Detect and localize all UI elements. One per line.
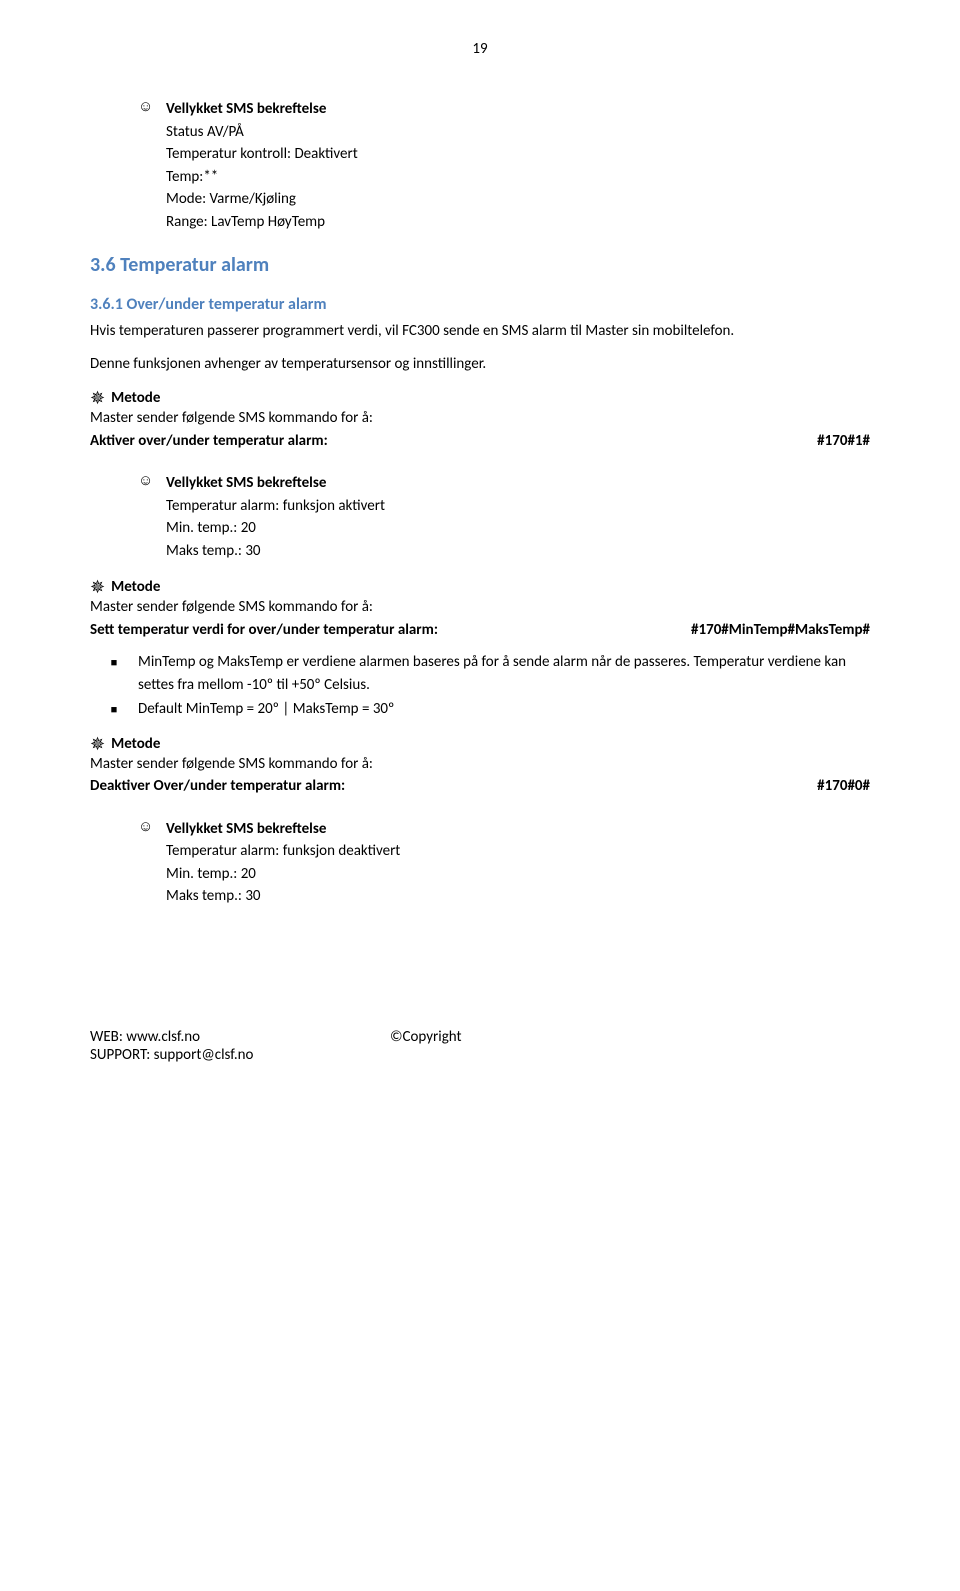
max-temp-line: Maks temp.: 30 xyxy=(166,540,870,563)
bullet-text: Default MinTemp = 20º | MaksTemp = 30º xyxy=(138,698,870,721)
list-item: ■ MinTemp og MaksTemp er verdiene alarme… xyxy=(90,651,870,696)
command-left: Deaktiver Over/under temperatur alarm: xyxy=(90,775,345,798)
confirmation-heading: Vellykket SMS bekreftelse xyxy=(166,98,870,121)
method-icon: ✵ xyxy=(90,578,105,596)
method-subline: Master sender følgende SMS kommando for … xyxy=(90,753,870,776)
method-block-2: ✵ Metode Master sender følgende SMS komm… xyxy=(90,578,870,641)
confirmation-heading: Vellykket SMS bekreftelse xyxy=(166,818,870,841)
sms-confirmation-block-3: ☺ Vellykket SMS bekreftelse Temperatur a… xyxy=(90,818,870,908)
method-subline: Master sender følgende SMS kommando for … xyxy=(90,596,870,619)
alarm-deactivated-line: Temperatur alarm: funksjon deaktivert xyxy=(166,840,870,863)
footer-copyright: ©Copyright xyxy=(390,1028,870,1046)
smiley-icon: ☺ xyxy=(138,818,158,836)
confirmation-heading: Vellykket SMS bekreftelse xyxy=(166,472,870,495)
method-label: Metode xyxy=(111,735,160,753)
bullet-text: MinTemp og MaksTemp er verdiene alarmen … xyxy=(138,651,870,696)
method-icon: ✵ xyxy=(90,735,105,753)
footer-web: WEB: www.clsf.no xyxy=(90,1028,390,1046)
paragraph-2: Denne funksjonen avhenger av temperaturs… xyxy=(90,353,870,376)
paragraph-1: Hvis temperaturen passerer programmert v… xyxy=(90,320,870,343)
temp-control-line: Temperatur kontroll: Deaktivert xyxy=(166,143,870,166)
smiley-icon: ☺ xyxy=(138,472,158,490)
document-page: 19 ☺ Vellykket SMS bekreftelse Status AV… xyxy=(0,0,960,1124)
page-footer: WEB: www.clsf.no SUPPORT: support@clsf.n… xyxy=(90,1028,870,1064)
smiley-icon: ☺ xyxy=(138,98,158,116)
bullet-icon: ■ xyxy=(90,651,138,672)
command-left: Sett temperatur verdi for over/under tem… xyxy=(90,619,438,642)
command-row-3: Deaktiver Over/under temperatur alarm: #… xyxy=(90,775,870,798)
command-code: #170#MinTemp#MaksTemp# xyxy=(691,619,870,642)
min-temp-line: Min. temp.: 20 xyxy=(166,517,870,540)
mode-line: Mode: Varme/Kjøling xyxy=(166,188,870,211)
command-code: #170#1# xyxy=(817,430,870,453)
range-line: Range: LavTemp HøyTemp xyxy=(166,211,870,234)
alarm-activated-line: Temperatur alarm: funksjon aktivert xyxy=(166,495,870,518)
max-temp-line: Maks temp.: 30 xyxy=(166,885,870,908)
method-block-1: ✵ Metode Master sender følgende SMS komm… xyxy=(90,389,870,452)
sms-confirmation-block-1: ☺ Vellykket SMS bekreftelse Status AV/PÅ… xyxy=(90,98,870,233)
min-temp-line: Min. temp.: 20 xyxy=(166,863,870,886)
footer-support: SUPPORT: support@clsf.no xyxy=(90,1046,390,1064)
command-left: Aktiver over/under temperatur alarm: xyxy=(90,430,328,453)
list-item: ■ Default MinTemp = 20º | MaksTemp = 30º xyxy=(90,698,870,721)
method-icon: ✵ xyxy=(90,389,105,407)
method-subline: Master sender følgende SMS kommando for … xyxy=(90,407,870,430)
status-line: Status AV/PÅ xyxy=(166,121,870,144)
subsection-heading: 3.6.1 Over/under temperatur alarm xyxy=(90,295,870,314)
temp-value-line: Temp:** xyxy=(166,166,870,189)
method-label: Metode xyxy=(111,578,160,596)
command-row-2: Sett temperatur verdi for over/under tem… xyxy=(90,619,870,642)
bullet-list: ■ MinTemp og MaksTemp er verdiene alarme… xyxy=(90,651,870,721)
page-number: 19 xyxy=(90,40,870,58)
command-row-1: Aktiver over/under temperatur alarm: #17… xyxy=(90,430,870,453)
method-block-3: ✵ Metode Master sender følgende SMS komm… xyxy=(90,735,870,798)
method-label: Metode xyxy=(111,389,160,407)
sms-confirmation-block-2: ☺ Vellykket SMS bekreftelse Temperatur a… xyxy=(90,472,870,562)
bullet-icon: ■ xyxy=(90,698,138,719)
section-heading: 3.6 Temperatur alarm xyxy=(90,253,870,277)
command-code: #170#0# xyxy=(817,775,870,798)
